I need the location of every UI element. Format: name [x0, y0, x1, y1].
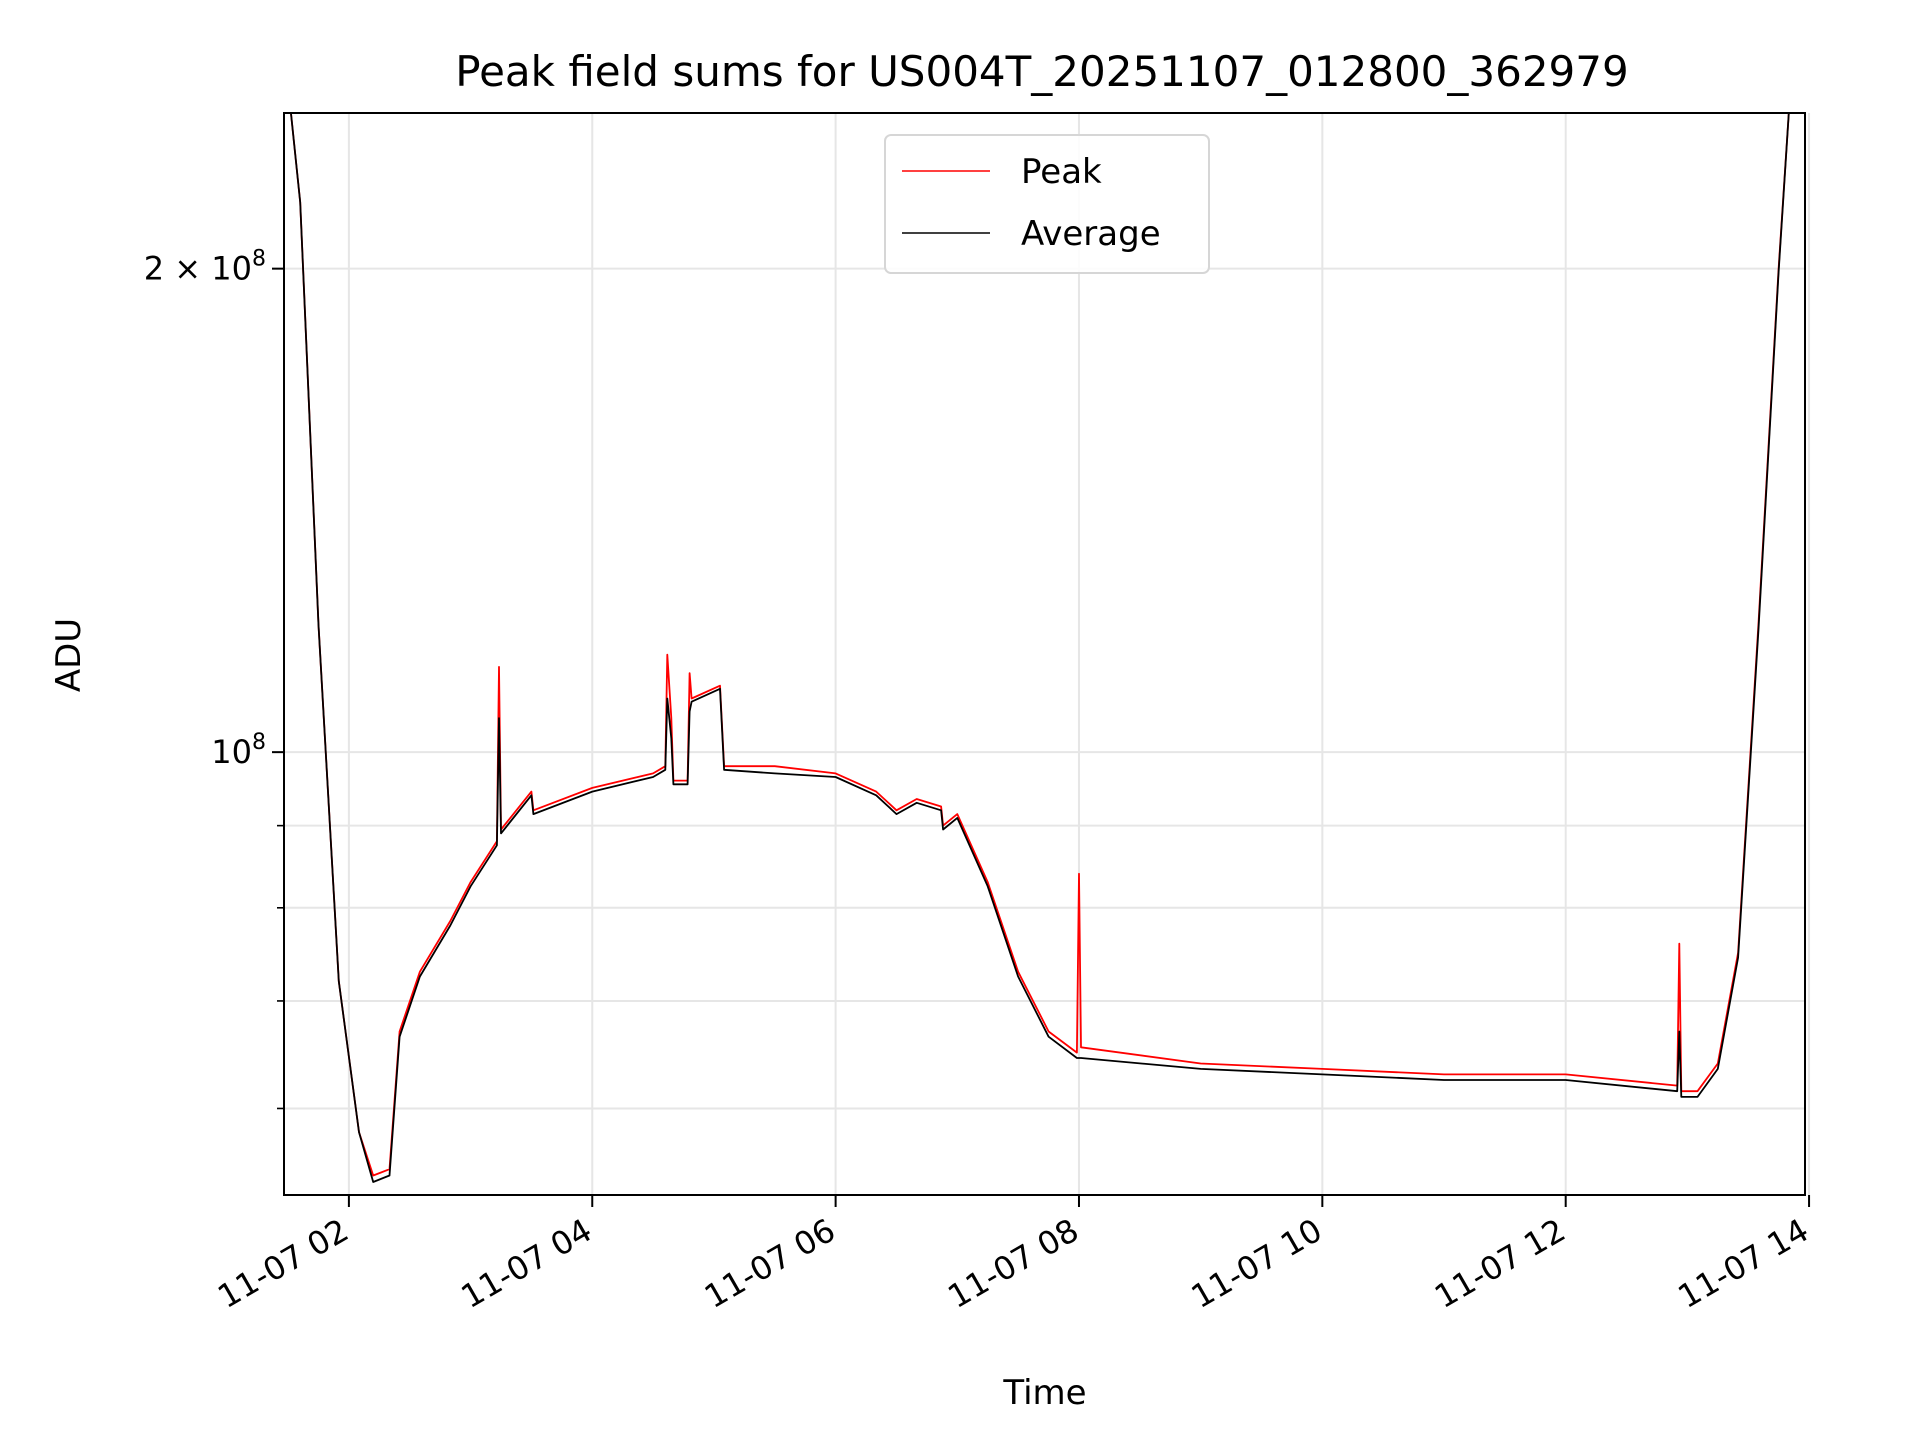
- legend-box: [884, 134, 1210, 274]
- y-axis-label: ADU: [49, 618, 89, 692]
- x-tick-label: 11-07 02: [211, 1211, 355, 1316]
- series-group: [290, 113, 1790, 1183]
- x-tick-label: 11-07 06: [698, 1211, 842, 1316]
- x-axis: 11-07 02 11-07 04 11-07 06 11-07 08 11-07 10…: [211, 1195, 1815, 1316]
- y-tick-label: 108: [211, 730, 266, 771]
- legend: Peak Average: [884, 134, 1210, 274]
- y-tick-label: 2 × 108: [144, 247, 266, 288]
- legend-entry-average: Average: [1021, 214, 1161, 254]
- x-tick-label: 11-07 12: [1428, 1211, 1572, 1316]
- series-line-average: [290, 113, 1790, 1183]
- y-axis: 108 2 × 108: [144, 247, 284, 1110]
- x-tick-label: 11-07 14: [1671, 1211, 1815, 1316]
- x-tick-label: 11-07 08: [941, 1211, 1085, 1316]
- chart-title: Peak field sums for US004T_20251107_0128…: [455, 47, 1628, 96]
- legend-entry-peak: Peak: [1021, 152, 1102, 192]
- x-axis-label: Time: [1002, 1373, 1086, 1413]
- x-tick-label: 11-07 04: [455, 1211, 599, 1316]
- plot-frame: [283, 112, 1806, 1196]
- series-line-peak: [290, 113, 1790, 1177]
- x-tick-label: 11-07 10: [1185, 1211, 1329, 1316]
